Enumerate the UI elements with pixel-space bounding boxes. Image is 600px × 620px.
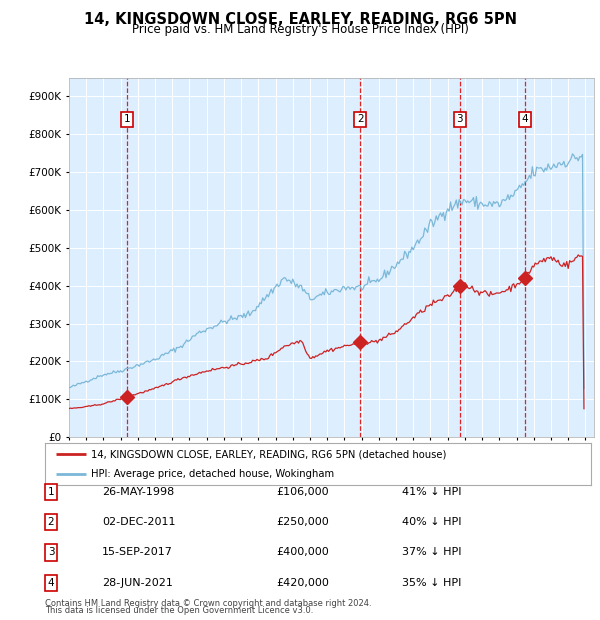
Text: 1: 1	[47, 487, 55, 497]
Text: 40% ↓ HPI: 40% ↓ HPI	[402, 517, 461, 527]
Text: 4: 4	[47, 578, 55, 588]
Text: 2: 2	[47, 517, 55, 527]
Text: This data is licensed under the Open Government Licence v3.0.: This data is licensed under the Open Gov…	[45, 606, 313, 615]
Text: Contains HM Land Registry data © Crown copyright and database right 2024.: Contains HM Land Registry data © Crown c…	[45, 598, 371, 608]
Text: 14, KINGSDOWN CLOSE, EARLEY, READING, RG6 5PN: 14, KINGSDOWN CLOSE, EARLEY, READING, RG…	[83, 12, 517, 27]
Text: 15-SEP-2017: 15-SEP-2017	[102, 547, 173, 557]
Text: 26-MAY-1998: 26-MAY-1998	[102, 487, 174, 497]
Text: 02-DEC-2011: 02-DEC-2011	[102, 517, 176, 527]
Text: 14, KINGSDOWN CLOSE, EARLEY, READING, RG6 5PN (detached house): 14, KINGSDOWN CLOSE, EARLEY, READING, RG…	[91, 449, 447, 459]
Text: 4: 4	[521, 114, 528, 124]
Text: 3: 3	[47, 547, 55, 557]
Text: £106,000: £106,000	[276, 487, 329, 497]
Text: 3: 3	[457, 114, 463, 124]
Text: 35% ↓ HPI: 35% ↓ HPI	[402, 578, 461, 588]
Text: £250,000: £250,000	[276, 517, 329, 527]
Text: 1: 1	[124, 114, 130, 124]
Text: 28-JUN-2021: 28-JUN-2021	[102, 578, 173, 588]
Text: 37% ↓ HPI: 37% ↓ HPI	[402, 547, 461, 557]
Text: Price paid vs. HM Land Registry's House Price Index (HPI): Price paid vs. HM Land Registry's House …	[131, 23, 469, 36]
Text: £420,000: £420,000	[276, 578, 329, 588]
Text: £400,000: £400,000	[276, 547, 329, 557]
Text: HPI: Average price, detached house, Wokingham: HPI: Average price, detached house, Woki…	[91, 469, 335, 479]
Text: 41% ↓ HPI: 41% ↓ HPI	[402, 487, 461, 497]
Text: 2: 2	[357, 114, 364, 124]
